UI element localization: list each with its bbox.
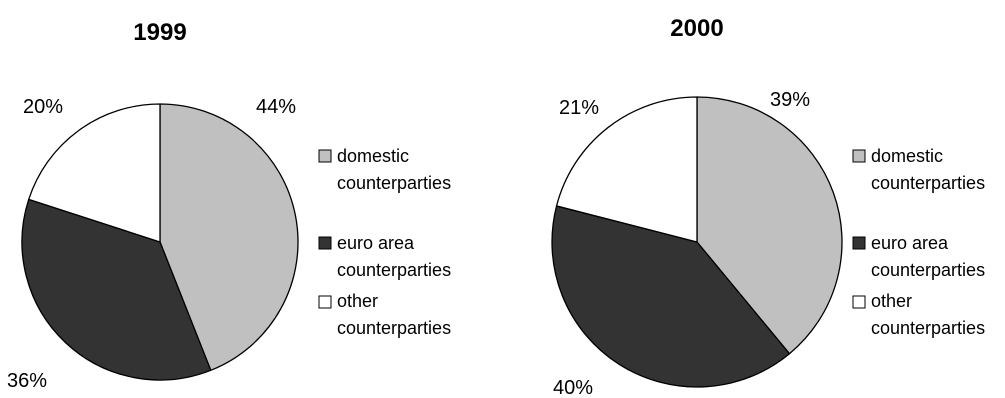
legend-item-2000-domestic: domestic counterparties	[852, 146, 985, 193]
pie-slice-1999-other	[28, 103, 161, 243]
slice-label-1999-euro-area: 36%	[7, 370, 47, 392]
slice-label-2000-domestic: 39%	[770, 89, 810, 111]
slice-label-1999-other: 20%	[23, 96, 63, 118]
legend-item-2000-other: other counterparties	[852, 291, 985, 338]
legend-1999: domestic counterparties euro area counte…	[318, 146, 451, 338]
pie-chart-2000: 2000 39% 40% 21% domestic counterparties…	[551, 15, 985, 398]
legend-label-1999-euro-area-line2: counterparties	[337, 260, 451, 280]
legend-label-2000-euro-area-line1: euro area	[871, 233, 949, 253]
chart-title-2000: 2000	[670, 15, 723, 42]
legend-label-1999-domestic-line2: counterparties	[337, 173, 451, 193]
pie-slices-2000	[551, 96, 843, 388]
legend-swatch-1999-domestic	[318, 149, 332, 163]
legend-2000: domestic counterparties euro area counte…	[852, 146, 985, 338]
legend-swatch-1999-euro-area	[318, 236, 332, 250]
legend-label-2000-domestic-line2: counterparties	[871, 173, 985, 193]
pie-slice-2000-domestic	[696, 96, 843, 355]
legend-label-1999-euro-area-line1: euro area	[337, 233, 415, 253]
legend-label-1999-other-line2: counterparties	[337, 318, 451, 338]
legend-item-1999-other: other counterparties	[318, 291, 451, 338]
legend-label-1999-domestic-line1: domestic	[337, 146, 409, 166]
legend-label-2000-euro-area-line2: counterparties	[871, 260, 985, 280]
pie-chart-1999: 1999 44% 36% 20% domestic counterparties…	[7, 19, 451, 392]
legend-label-2000-domestic-line1: domestic	[871, 146, 943, 166]
slice-label-1999-domestic: 44%	[256, 96, 296, 118]
slice-label-2000-euro-area: 40%	[553, 377, 593, 398]
legend-label-2000-other-line1: other	[871, 291, 912, 311]
pie-slice-2000-euro-area	[551, 205, 791, 388]
pie-slice-1999-euro-area	[21, 198, 212, 381]
pie-slice-2000-other	[555, 96, 698, 243]
pie-slices-1999	[21, 103, 299, 381]
legend-swatch-1999-other	[318, 295, 332, 309]
legend-label-1999-other-line1: other	[337, 291, 378, 311]
legend-item-2000-euro-area: euro area counterparties	[852, 233, 985, 280]
slice-label-2000-other: 21%	[559, 97, 599, 119]
legend-item-1999-euro-area: euro area counterparties	[318, 233, 451, 280]
pie-slice-1999-domestic	[159, 103, 299, 371]
chart-title-1999: 1999	[133, 19, 186, 46]
legend-swatch-2000-other	[852, 295, 866, 309]
legend-swatch-2000-euro-area	[852, 236, 866, 250]
legend-label-2000-other-line2: counterparties	[871, 318, 985, 338]
legend-swatch-2000-domestic	[852, 149, 866, 163]
legend-item-1999-domestic: domestic counterparties	[318, 146, 451, 193]
